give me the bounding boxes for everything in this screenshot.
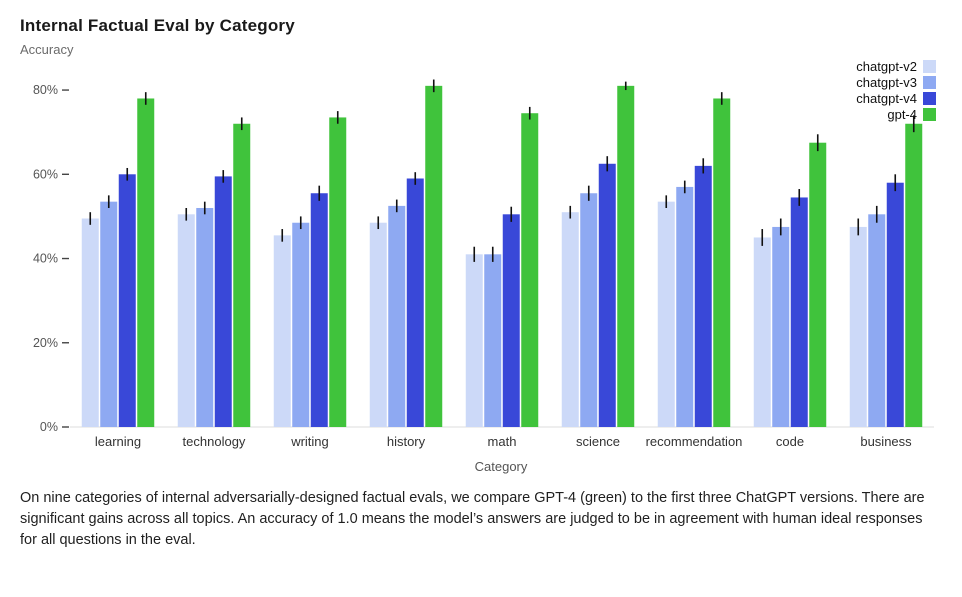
x-category-label: technology xyxy=(183,434,246,449)
x-category-label: math xyxy=(488,434,517,449)
x-category-label: history xyxy=(387,434,426,449)
x-category-label: business xyxy=(860,434,912,449)
bar-chatgpt-v4-recommendation xyxy=(694,165,712,427)
y-tick-label: 0% xyxy=(40,420,58,434)
bar-chatgpt-v2-technology xyxy=(177,214,195,427)
bar-chatgpt-v3-writing xyxy=(292,222,310,427)
bar-gpt-4-learning xyxy=(137,98,155,427)
bar-chatgpt-v4-science xyxy=(598,163,616,427)
bar-chatgpt-v2-writing xyxy=(273,235,291,427)
x-category-label: recommendation xyxy=(646,434,743,449)
chart-area: 0% 20% 40% 60% 80% learning technology writing h… xyxy=(20,59,942,459)
bar-chatgpt-v2-math xyxy=(465,254,483,427)
bar-chatgpt-v4-code xyxy=(790,197,808,427)
bar-gpt-4-code xyxy=(809,142,827,427)
y-tick-label: 60% xyxy=(33,167,58,181)
bar-chatgpt-v3-math xyxy=(484,254,502,427)
bar-chatgpt-v4-writing xyxy=(310,193,328,427)
legend-item-gpt-4: gpt-4 xyxy=(856,107,936,122)
bar-chatgpt-v2-history xyxy=(369,222,387,427)
bar-chatgpt-v4-technology xyxy=(214,176,232,427)
bar-gpt-4-recommendation xyxy=(713,98,731,427)
bar-chatgpt-v3-technology xyxy=(196,207,214,427)
bar-chatgpt-v4-learning xyxy=(118,174,136,427)
x-axis-title: Category xyxy=(474,459,528,474)
bar-chatgpt-v3-history xyxy=(388,205,406,427)
x-category-label: code xyxy=(776,434,804,449)
bar-gpt-4-writing xyxy=(329,117,347,427)
legend-label: gpt-4 xyxy=(887,107,917,122)
bar-chatgpt-v2-science xyxy=(561,212,579,427)
bar-gpt-4-technology xyxy=(233,123,251,428)
bar-chatgpt-v4-math xyxy=(502,214,520,427)
bar-chatgpt-v3-business xyxy=(868,214,886,427)
caption-text: On nine categories of internal adversari… xyxy=(20,490,925,549)
y-axis-title: Accuracy xyxy=(20,42,74,57)
bar-gpt-4-science xyxy=(617,85,635,428)
legend-item-chatgpt-v3: chatgpt-v3 xyxy=(856,75,936,90)
bar-chatgpt-v3-code xyxy=(772,226,790,427)
legend-item-chatgpt-v4: chatgpt-v4 xyxy=(856,91,936,106)
bar-chart: 0% 20% 40% 60% 80% learning technology writing h… xyxy=(33,79,934,449)
x-category-label: learning xyxy=(95,434,141,449)
legend: chatgpt-v2 chatgpt-v3 chatgpt-v4 gpt-4 xyxy=(856,59,936,122)
bar-gpt-4-math xyxy=(521,113,539,428)
chart-title: Internal Factual Eval by Category xyxy=(20,16,295,35)
legend-swatch xyxy=(923,92,936,105)
bar-chatgpt-v2-code xyxy=(753,237,771,427)
legend-item-chatgpt-v2: chatgpt-v2 xyxy=(856,59,936,74)
x-category-label: science xyxy=(576,434,620,449)
legend-label: chatgpt-v3 xyxy=(856,75,917,90)
legend-swatch xyxy=(923,108,936,121)
bar-chatgpt-v2-learning xyxy=(81,218,99,427)
bar-gpt-4-business xyxy=(905,123,923,428)
bar-chatgpt-v4-history xyxy=(406,178,424,427)
y-tick-label: 20% xyxy=(33,336,58,350)
bar-chatgpt-v4-business xyxy=(886,182,904,427)
legend-label: chatgpt-v2 xyxy=(856,59,917,74)
bar-chatgpt-v3-recommendation xyxy=(676,186,694,427)
bar-chatgpt-v3-science xyxy=(580,193,598,427)
x-category-label: writing xyxy=(290,434,329,449)
y-tick-label: 80% xyxy=(33,83,58,97)
bar-chatgpt-v2-business xyxy=(849,226,867,427)
legend-swatch xyxy=(923,60,936,73)
bar-chatgpt-v3-learning xyxy=(100,201,118,427)
y-tick-label: 40% xyxy=(33,252,58,266)
legend-swatch xyxy=(923,76,936,89)
bar-chatgpt-v2-recommendation xyxy=(657,201,675,427)
bar-gpt-4-history xyxy=(425,85,443,428)
legend-label: chatgpt-v4 xyxy=(856,91,917,106)
